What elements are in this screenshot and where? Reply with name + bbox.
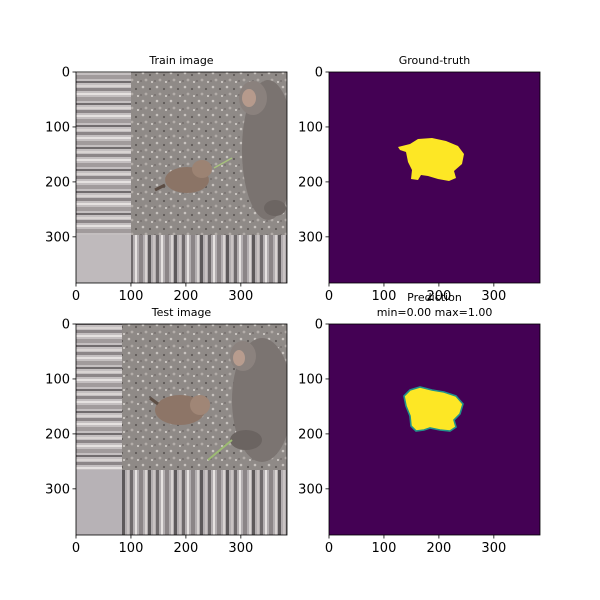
x-tick-label: 0 <box>72 541 80 556</box>
panel-title: Ground-truth <box>399 54 471 67</box>
ground-truth-mask <box>398 138 464 181</box>
y-tick-label: 0 <box>62 318 70 333</box>
y-tick-label: 300 <box>298 482 323 497</box>
panel-test-image: Test image <box>75 306 288 536</box>
y-tick-label: 200 <box>45 175 70 190</box>
x-tick-label: 0 <box>325 289 333 304</box>
prediction-mask <box>403 386 464 432</box>
y-tick-label: 300 <box>45 230 70 245</box>
x-tick-label: 300 <box>481 541 506 556</box>
panel-title: Prediction <box>407 291 462 304</box>
x-tick-label: 0 <box>72 289 80 304</box>
y-tick-label: 0 <box>62 66 70 81</box>
test-photo <box>76 324 287 535</box>
panel-title: Test image <box>151 306 212 319</box>
x-tick-label: 200 <box>173 289 198 304</box>
x-tick-label: 100 <box>372 541 397 556</box>
y-tick-label: 200 <box>45 427 70 442</box>
x-tick-label: 300 <box>228 289 253 304</box>
x-tick-label: 200 <box>173 541 198 556</box>
x-tick-label: 300 <box>481 289 506 304</box>
y-tick-label: 100 <box>298 372 323 387</box>
panel-train-image: Train image <box>75 54 288 284</box>
x-tick-label: 200 <box>426 289 451 304</box>
y-tick-label: 200 <box>298 427 323 442</box>
y-tick-label: 100 <box>298 120 323 135</box>
x-tick-label: 100 <box>119 289 144 304</box>
panel-prediction: Prediction min=0.00 max=1.00 <box>328 291 541 536</box>
y-tick-label: 100 <box>45 372 70 387</box>
panel-title: Train image <box>148 54 213 67</box>
panel-ground-truth: Ground-truth <box>328 54 541 284</box>
x-tick-label: 100 <box>372 289 397 304</box>
train-photo <box>76 72 287 283</box>
axes-ticks: 0 100 200 300 0 100 200 300 0 100 200 300 0 100 200 300… <box>45 66 506 557</box>
y-tick-label: 100 <box>45 120 70 135</box>
x-tick-label: 100 <box>119 541 144 556</box>
y-tick-label: 0 <box>315 66 323 81</box>
x-tick-label: 0 <box>325 541 333 556</box>
x-tick-label: 300 <box>228 541 253 556</box>
y-tick-label: 200 <box>298 175 323 190</box>
x-tick-label: 200 <box>426 541 451 556</box>
y-tick-label: 300 <box>45 482 70 497</box>
y-tick-label: 300 <box>298 230 323 245</box>
y-tick-label: 0 <box>315 318 323 333</box>
panel-subtitle: min=0.00 max=1.00 <box>377 306 493 319</box>
